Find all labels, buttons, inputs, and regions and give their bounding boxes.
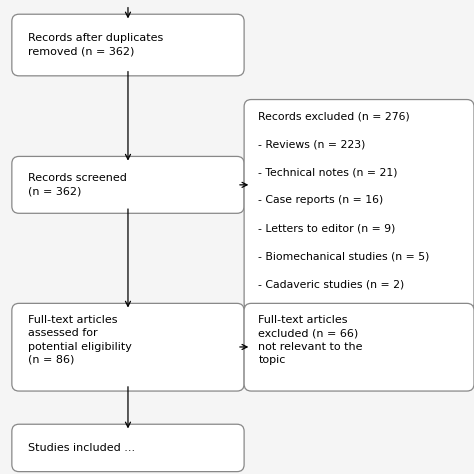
Text: Full-text articles
assessed for
potential eligibility
(n = 86): Full-text articles assessed for potentia… [28,315,132,365]
FancyBboxPatch shape [244,100,474,310]
Text: Records excluded (n = 276)

- Reviews (n = 223)

- Technical notes (n = 21)

- C: Records excluded (n = 276) - Reviews (n … [258,111,430,290]
Text: Records screened
(n = 362): Records screened (n = 362) [28,173,128,196]
FancyBboxPatch shape [12,156,244,213]
FancyBboxPatch shape [12,14,244,76]
FancyBboxPatch shape [12,424,244,472]
Text: Records after duplicates
removed (n = 362): Records after duplicates removed (n = 36… [28,34,164,56]
FancyBboxPatch shape [244,303,474,391]
Text: Full-text articles
excluded (n = 66)
not relevant to the
topic: Full-text articles excluded (n = 66) not… [258,315,363,365]
Text: Studies included ...: Studies included ... [28,443,136,453]
FancyBboxPatch shape [12,303,244,391]
